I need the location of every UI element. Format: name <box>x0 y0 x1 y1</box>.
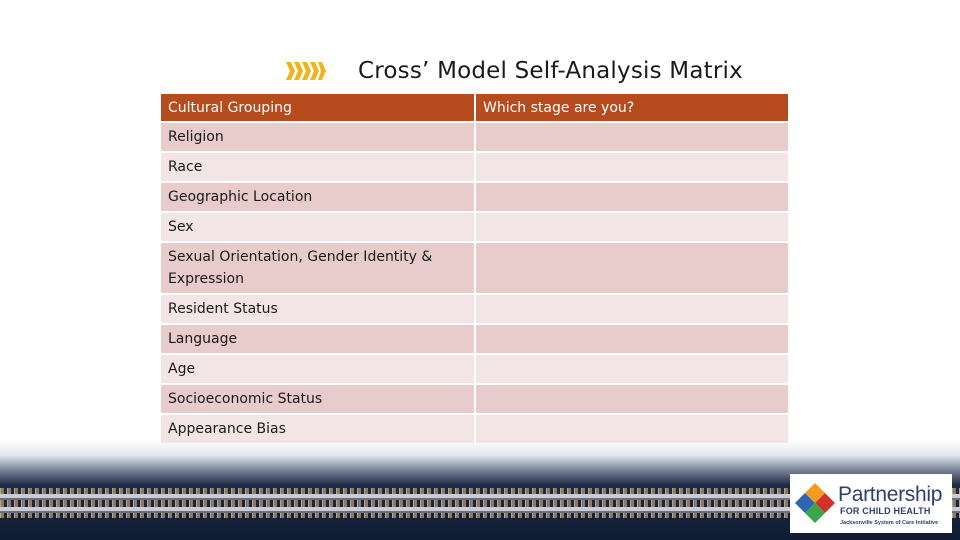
table-row: Language <box>161 325 788 353</box>
table-row: Socioeconomic Status <box>161 385 788 413</box>
grouping-cell: Geographic Location <box>161 183 474 211</box>
table-row: Geographic Location <box>161 183 788 211</box>
stage-cell[interactable] <box>476 325 788 353</box>
logo-name: Partnership <box>838 483 943 506</box>
page-title: Cross’ Model Self-Analysis Matrix <box>358 58 743 84</box>
column-header-stage: Which stage are you? <box>476 94 788 121</box>
grouping-cell: Language <box>161 325 474 353</box>
grouping-cell: Race <box>161 153 474 181</box>
stage-cell[interactable] <box>476 355 788 383</box>
stage-cell[interactable] <box>476 153 788 181</box>
stage-cell[interactable] <box>476 123 788 151</box>
diamond-logo-icon <box>795 483 835 523</box>
table-row: Religion <box>161 123 788 151</box>
table-row: Age <box>161 355 788 383</box>
stage-cell[interactable] <box>476 213 788 241</box>
grouping-cell: Sex <box>161 213 474 241</box>
grouping-cell: Socioeconomic Status <box>161 385 474 413</box>
table-row: Sex <box>161 213 788 241</box>
stage-cell[interactable] <box>476 385 788 413</box>
table-header-row: Cultural Grouping Which stage are you? <box>161 94 788 121</box>
table-row: Resident Status <box>161 295 788 323</box>
stage-cell[interactable] <box>476 415 788 443</box>
grouping-cell: Religion <box>161 123 474 151</box>
stage-cell[interactable] <box>476 295 788 323</box>
grouping-cell: Age <box>161 355 474 383</box>
column-header-cultural-grouping: Cultural Grouping <box>161 94 474 121</box>
stage-cell[interactable] <box>476 243 788 293</box>
self-analysis-matrix: Cultural Grouping Which stage are you? R… <box>159 92 790 445</box>
table-row: Race <box>161 153 788 181</box>
logo-subtitle: FOR CHILD HEALTH <box>840 506 931 516</box>
grouping-cell: Resident Status <box>161 295 474 323</box>
logo-tagline: Jacksonville System of Care Initiative <box>840 520 939 526</box>
grouping-cell: Appearance Bias <box>161 415 474 443</box>
table-row: Appearance Bias <box>161 415 788 443</box>
chevrons-icon <box>286 62 326 80</box>
table-row: Sexual Orientation, Gender Identity & Ex… <box>161 243 788 293</box>
stage-cell[interactable] <box>476 183 788 211</box>
partnership-logo: Partnership FOR CHILD HEALTH Jacksonvill… <box>790 474 952 533</box>
grouping-cell: Sexual Orientation, Gender Identity & Ex… <box>161 243 474 293</box>
